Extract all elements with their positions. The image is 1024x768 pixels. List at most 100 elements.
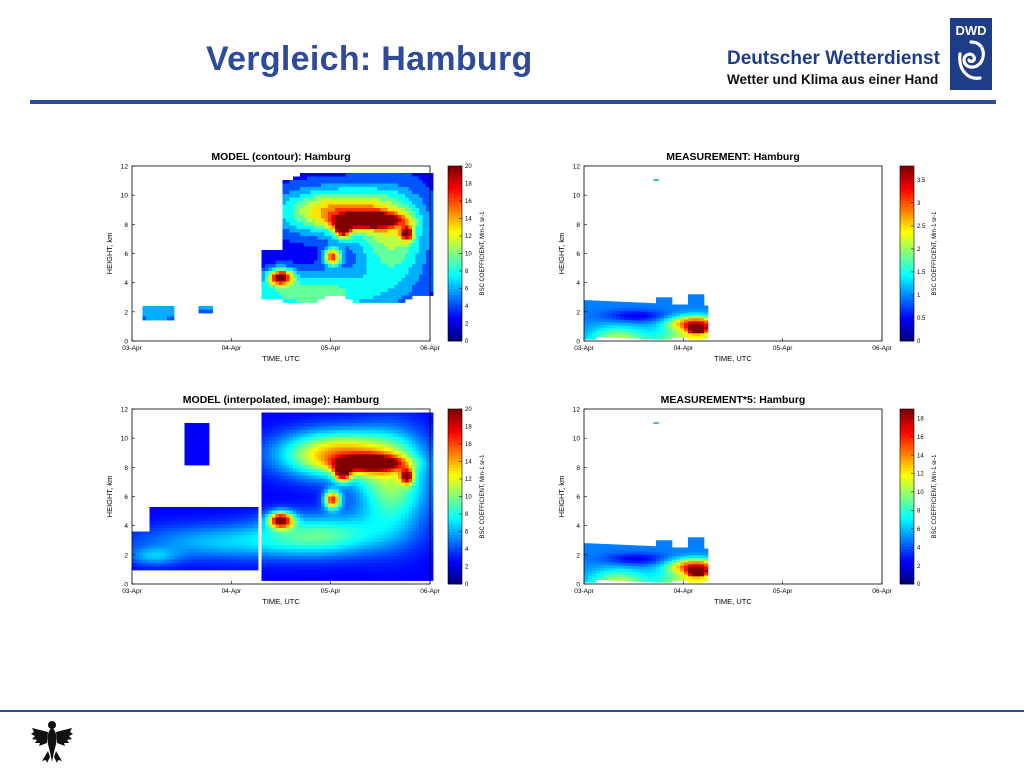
x-axis-label: TIME, UTC — [262, 597, 300, 606]
x-tick-label: 05-Apr — [321, 345, 341, 352]
x-tick-label: 04-Apr — [674, 588, 694, 595]
colorbar-tick-label: 16 — [917, 435, 924, 441]
x-axis-label: TIME, UTC — [714, 354, 752, 363]
footer-rule — [0, 710, 1024, 712]
colorbar-tick-label: 18 — [465, 425, 472, 431]
colorbar — [448, 409, 462, 585]
colorbar-label: BSC COEFFICIENT, Mm-1 sr-1 — [480, 454, 486, 539]
colorbar-tick-label: 14 — [917, 453, 924, 459]
colorbar-tick-label: 0 — [465, 582, 469, 588]
colorbar-tick-label: 10 — [917, 490, 924, 496]
x-tick-label: 05-Apr — [773, 345, 793, 352]
colorbar — [448, 166, 462, 342]
colorbar-tick-label: 2 — [465, 565, 469, 571]
y-tick-label: 6 — [124, 494, 128, 501]
y-tick-label: 12 — [573, 407, 581, 414]
colorbar-tick-label: 8 — [465, 512, 469, 518]
colorbar-tick-label: 0.5 — [917, 316, 926, 322]
heatmap-field — [584, 537, 709, 583]
y-tick-label: 8 — [576, 222, 580, 229]
chart-title: MEASUREMENT*5: Hamburg — [661, 394, 806, 406]
x-tick-label: 05-Apr — [773, 588, 793, 595]
x-tick-label: 03-Apr — [574, 588, 594, 595]
y-tick-label: 6 — [576, 251, 580, 258]
chart-model-image: MODEL (interpolated, image): Hamburg 0 2 4 6… — [105, 394, 486, 606]
y-axis-label: HEIGHT, km — [105, 476, 114, 518]
colorbar-tick-label: 20 — [465, 164, 472, 170]
colorbar-tick-label: 0 — [917, 582, 921, 588]
colorbar-tick-label: 12 — [465, 477, 472, 483]
x-tick-label: 06-Apr — [420, 588, 440, 595]
colorbar-tick-label: 18 — [465, 182, 472, 188]
x-tick-label: 06-Apr — [420, 345, 440, 352]
y-tick-label: 10 — [573, 436, 581, 443]
y-tick-label: 10 — [121, 193, 129, 200]
colorbar-tick-label: 10 — [465, 495, 472, 501]
colorbar-tick-label: 6 — [465, 287, 469, 293]
colorbar-tick-label: 20 — [465, 407, 472, 413]
colorbar-tick-label: 4 — [465, 547, 469, 553]
colorbar — [900, 166, 914, 342]
chart-title: MEASUREMENT: Hamburg — [666, 151, 800, 163]
logo-text: DWD — [955, 23, 986, 38]
y-tick-label: 12 — [573, 164, 581, 171]
y-tick-label: 2 — [576, 309, 580, 316]
heatmap-field — [584, 294, 709, 340]
data-speck — [653, 179, 659, 182]
dwd-logo: DWD — [950, 18, 992, 90]
y-tick-label: 12 — [121, 164, 129, 171]
heatmap-field — [142, 173, 434, 321]
colorbar-tick-label: 4 — [465, 304, 469, 310]
y-tick-label: 12 — [121, 407, 129, 414]
y-axis-label: HEIGHT, km — [557, 233, 566, 275]
y-tick-label: 2 — [124, 309, 128, 316]
chart-model-contour: MODEL (contour): Hamburg 0 2 4 6 8 10 12 03-Apr 0… — [105, 151, 486, 363]
colorbar-tick-label: 2 — [917, 564, 921, 570]
colorbar-tick-label: 12 — [917, 472, 924, 478]
y-axis-label: HEIGHT, km — [105, 233, 114, 275]
x-tick-label: 06-Apr — [872, 588, 892, 595]
x-axis-label: TIME, UTC — [714, 597, 752, 606]
colorbar-tick-label: 1 — [917, 293, 921, 299]
brand-tagline: Wetter und Klima aus einer Hand — [727, 72, 939, 87]
colorbar-tick-label: 8 — [917, 509, 921, 515]
x-tick-label: 03-Apr — [574, 345, 594, 352]
x-axis-label: TIME, UTC — [262, 354, 300, 363]
y-tick-label: 0 — [124, 339, 128, 346]
y-tick-label: 10 — [573, 193, 581, 200]
y-tick-label: 0 — [124, 582, 128, 589]
colorbar-tick-label: 0 — [917, 339, 921, 345]
x-tick-label: 05-Apr — [321, 588, 341, 595]
y-tick-label: 2 — [124, 552, 128, 559]
y-tick-label: 6 — [124, 251, 128, 258]
x-tick-label: 04-Apr — [674, 345, 694, 352]
chart-measurement-x5: MEASUREMENT*5: Hamburg 0 2 4 6 8 10 12 03-Apr 04-… — [557, 394, 938, 606]
colorbar-tick-label: 6 — [917, 527, 921, 533]
colorbar-tick-label: 12 — [465, 234, 472, 240]
y-tick-label: 2 — [576, 552, 580, 559]
x-tick-label: 04-Apr — [222, 588, 242, 595]
colorbar-tick-label: 8 — [465, 269, 469, 275]
colorbar-label: BSC COEFFICIENT, Mm-1 sr-1 — [480, 211, 486, 296]
colorbar-tick-label: 3 — [917, 201, 921, 207]
header-rule — [30, 100, 996, 104]
y-tick-label: 6 — [576, 494, 580, 501]
y-tick-label: 4 — [576, 523, 580, 530]
colorbar-tick-label: 1.5 — [917, 270, 926, 276]
colorbar-tick-label: 14 — [465, 217, 472, 223]
x-tick-label: 03-Apr — [122, 345, 142, 352]
chart-title: MODEL (contour): Hamburg — [211, 151, 350, 163]
colorbar — [900, 409, 914, 585]
colorbar-tick-label: 2 — [465, 322, 469, 328]
colorbar-label: BSC COEFFICIENT, Mm-1 sr-1 — [932, 211, 938, 296]
y-tick-label: 4 — [576, 280, 580, 287]
colorbar-tick-label: 2.5 — [917, 224, 926, 230]
chart-title: MODEL (interpolated, image): Hamburg — [183, 394, 379, 406]
colorbar-tick-label: 14 — [465, 460, 472, 466]
y-tick-label: 0 — [576, 339, 580, 346]
slide-title: Vergleich: Hamburg — [206, 40, 533, 78]
x-tick-label: 03-Apr — [122, 588, 142, 595]
colorbar-tick-label: 16 — [465, 442, 472, 448]
x-tick-label: 06-Apr — [872, 345, 892, 352]
brand-name: Deutscher Wetterdienst — [727, 48, 940, 69]
